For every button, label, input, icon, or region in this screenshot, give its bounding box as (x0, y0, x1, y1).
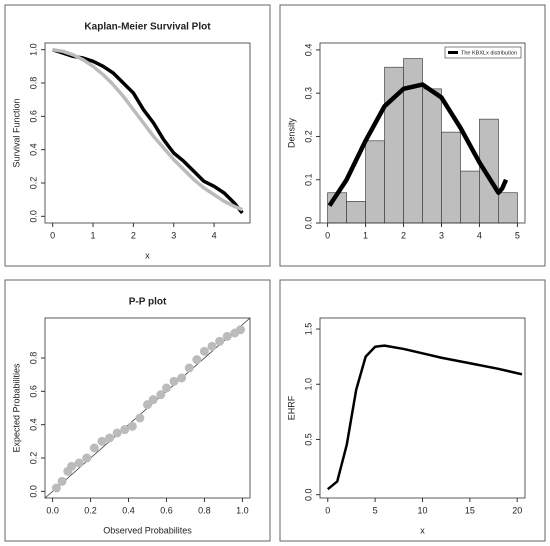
x-tick-label: 1 (363, 230, 368, 240)
line (52, 48, 244, 215)
y-tick-label: 0.1 (303, 173, 313, 186)
x-tick-label: 15 (465, 505, 475, 515)
x-tick-label: 0.2 (84, 505, 97, 515)
panel-frame (4, 4, 271, 267)
point (112, 428, 122, 438)
point (156, 390, 166, 400)
x-axis-label: x (145, 250, 150, 260)
x-tick-label: 0.6 (160, 505, 173, 515)
bar (365, 140, 385, 224)
line (52, 47, 244, 212)
x-axis-label: Observed Probabilites (103, 525, 192, 535)
y-tick-label: 0.0 (303, 488, 313, 501)
y-axis-label: Survival Function (11, 98, 21, 167)
point (207, 341, 217, 351)
x-tick-label: 0.4 (122, 505, 135, 515)
point (120, 425, 130, 435)
plot-box (44, 317, 251, 499)
y-tick-label: 0.2 (28, 452, 38, 465)
y-axis-label: EHRF (286, 395, 296, 420)
legend-box (444, 46, 522, 59)
legend-label: The KBXLx distribution (461, 50, 517, 56)
line (326, 344, 523, 491)
y-tick-label: 0.4 (303, 44, 313, 57)
y-tick-label: 0.8 (28, 352, 38, 365)
point (57, 476, 67, 486)
y-axis-label: Expected Probabilities (11, 363, 21, 453)
point (67, 461, 77, 471)
y-tick-label: 1.0 (303, 378, 313, 391)
y-tick-label: 0.8 (28, 77, 38, 90)
plot-box (319, 317, 526, 499)
point (192, 355, 202, 365)
x-tick-label: 2 (131, 230, 136, 240)
x-tick-label: 0.8 (198, 505, 211, 515)
x-tick-label: 3 (171, 230, 176, 240)
point (135, 413, 145, 423)
y-tick-label: 0.6 (28, 385, 38, 398)
bar (346, 201, 366, 224)
chart-title: Kaplan-Meier Survival Plot (84, 22, 211, 33)
y-tick-label: 0.5 (303, 433, 313, 446)
bar (422, 88, 442, 224)
x-tick-label: 2 (401, 230, 406, 240)
y-tick-label: 0.0 (28, 210, 38, 223)
x-tick-label: 5 (515, 230, 520, 240)
x-tick-label: 3 (439, 230, 444, 240)
bar (498, 192, 518, 224)
x-tick-label: 1 (91, 230, 96, 240)
point (184, 363, 194, 373)
plot-box (319, 42, 526, 224)
y-tick-label: 0.6 (28, 110, 38, 123)
point (82, 453, 92, 463)
point (215, 336, 225, 346)
y-tick-label: 0.2 (303, 130, 313, 143)
x-tick-label: 5 (373, 505, 378, 515)
point (148, 395, 158, 405)
density-line (327, 82, 509, 207)
y-tick-label: 1.0 (28, 43, 38, 56)
x-tick-label: 0 (325, 230, 330, 240)
point (161, 383, 171, 393)
y-axis-label: Density (286, 117, 296, 148)
x-tick-label: 0 (325, 505, 330, 515)
y-tick-label: 0.0 (28, 485, 38, 498)
x-tick-label: 1.0 (236, 505, 249, 515)
point (97, 436, 107, 446)
panel-frame (279, 4, 546, 267)
point (177, 373, 187, 383)
panel-frame (4, 279, 271, 542)
y-tick-label: 0.4 (28, 418, 38, 431)
y-tick-label: 0.2 (28, 177, 38, 190)
x-axis-label: x (420, 525, 425, 535)
point (236, 325, 246, 335)
y-tick-label: 0.3 (303, 87, 313, 100)
x-tick-label: 0.0 (46, 505, 59, 515)
point (74, 458, 84, 468)
point (199, 346, 209, 356)
plot-box (44, 42, 251, 224)
y-tick-label: 0.0 (303, 217, 313, 230)
panel-frame (279, 279, 546, 542)
point (89, 443, 99, 453)
x-tick-label: 20 (512, 505, 522, 515)
bar (460, 170, 480, 224)
y-tick-label: 1.5 (303, 323, 313, 336)
point (127, 421, 137, 431)
x-tick-label: 10 (417, 505, 427, 515)
x-tick-label: 0 (50, 230, 55, 240)
point (105, 433, 115, 443)
point (51, 483, 61, 493)
point (222, 331, 232, 341)
x-tick-label: 4 (212, 230, 217, 240)
point (169, 376, 179, 386)
y-tick-label: 0.4 (28, 143, 38, 156)
chart-title: P-P plot (129, 297, 167, 308)
x-tick-label: 4 (477, 230, 482, 240)
bar (441, 131, 461, 224)
